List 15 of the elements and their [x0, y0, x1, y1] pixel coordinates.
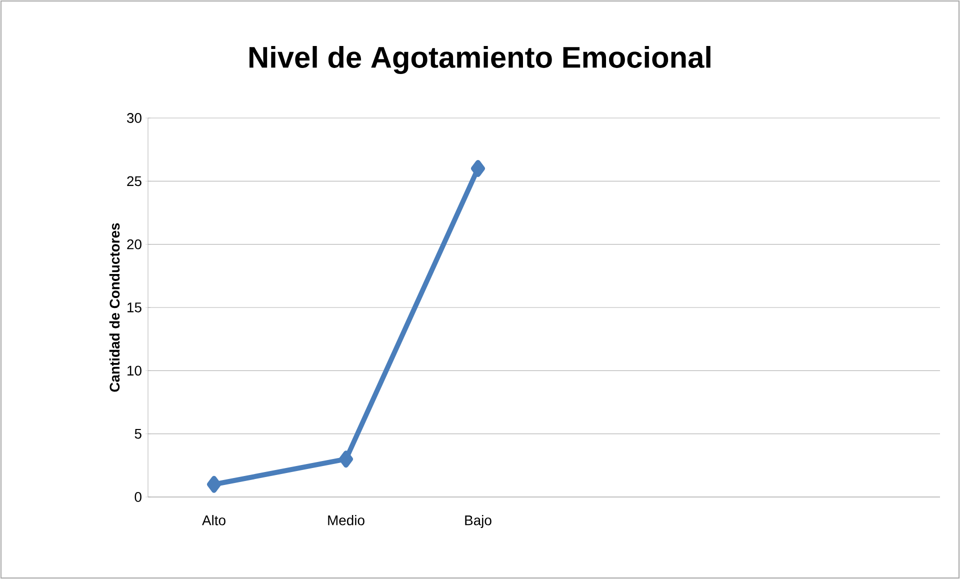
point — [471, 160, 485, 178]
chart-title: Nivel de Agotamiento Emocional — [250, 46, 710, 74]
point — [207, 476, 221, 493]
x-tick-label: Bajo — [465, 515, 492, 528]
y-tick-label: 10 — [128, 366, 142, 376]
y-tick-label: 20 — [127, 239, 142, 250]
point — [339, 450, 353, 468]
y-tick-label: 25 — [127, 176, 142, 186]
y-axis-title: Cantidad de Conductores — [109, 223, 120, 392]
y-tick-label: 15 — [128, 302, 142, 312]
x-tick-label: Medio — [328, 515, 364, 526]
y-tick-label: 0 — [134, 492, 142, 502]
x-tick-label: Alto — [202, 515, 226, 526]
y-tick-label: 5 — [134, 428, 142, 439]
y-tick-label: 30 — [126, 113, 142, 123]
